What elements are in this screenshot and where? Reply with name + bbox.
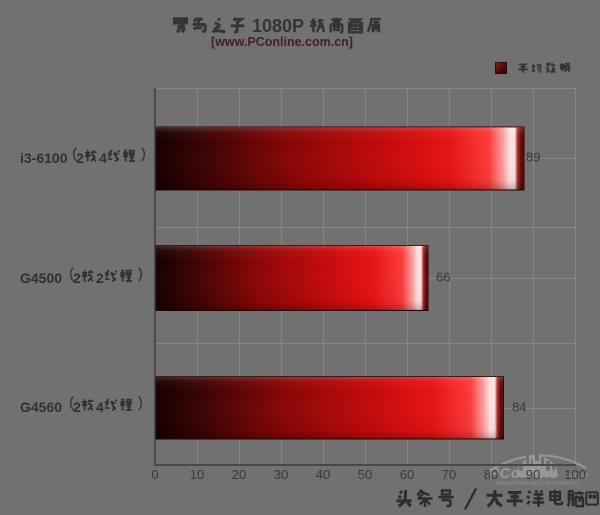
- svg-text:10: 10: [190, 467, 204, 482]
- svg-text:30: 30: [274, 467, 288, 482]
- svg-text:2: 2: [76, 150, 84, 166]
- svg-text:84: 84: [512, 400, 526, 415]
- svg-text:PConline: PConline: [489, 465, 558, 482]
- svg-text:4: 4: [96, 399, 104, 415]
- svg-text:2: 2: [73, 270, 81, 286]
- svg-text:[www.PConline.com.cn]: [www.PConline.com.cn]: [211, 35, 353, 49]
- svg-text:66: 66: [436, 270, 450, 285]
- svg-text:20: 20: [232, 467, 246, 482]
- svg-text:40: 40: [316, 467, 330, 482]
- svg-text:.com.cn: .com.cn: [566, 472, 589, 479]
- svg-text:G4500: G4500: [20, 270, 62, 286]
- svg-text:70: 70: [442, 467, 456, 482]
- svg-text:0: 0: [151, 467, 158, 482]
- svg-text:i3-6100: i3-6100: [20, 150, 68, 166]
- svg-text:WWW.PCONLINE.COM.CN PACIFIC: WWW.PCONLINE.COM.CN PACIFIC: [496, 481, 580, 487]
- svg-text:90: 90: [526, 467, 540, 482]
- svg-text:2: 2: [96, 270, 104, 286]
- svg-text:G4560: G4560: [20, 399, 62, 415]
- svg-text:89: 89: [526, 150, 540, 165]
- svg-text:1080P: 1080P: [252, 16, 304, 36]
- svg-text:80: 80: [484, 467, 498, 482]
- svg-text:60: 60: [400, 467, 414, 482]
- svg-text:2: 2: [73, 399, 81, 415]
- svg-text:50: 50: [358, 467, 372, 482]
- svg-text:100: 100: [564, 467, 586, 482]
- svg-text:4: 4: [99, 150, 107, 166]
